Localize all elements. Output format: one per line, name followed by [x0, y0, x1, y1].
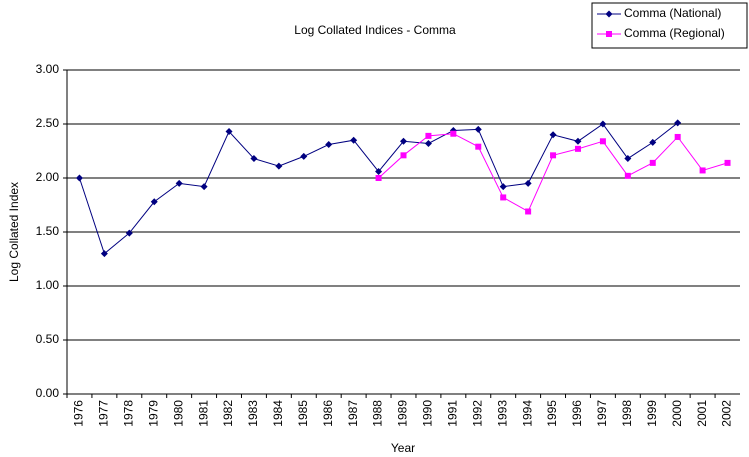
point	[325, 141, 333, 149]
legend-label: Comma (Regional)	[624, 26, 725, 40]
point	[474, 125, 482, 133]
point	[499, 183, 507, 191]
point	[275, 162, 283, 170]
point	[424, 139, 432, 147]
y-tick-label: 2.00	[36, 170, 60, 184]
chart-title: Log Collated Indices - Comma	[294, 23, 456, 37]
y-tick-label: 3.00	[36, 62, 60, 76]
point	[125, 229, 133, 237]
series-line	[78, 122, 678, 255]
legend-box	[591, 2, 748, 49]
legend-label: Comma (National)	[624, 6, 721, 20]
point	[250, 155, 258, 163]
y-axis-label: Log Collated Index	[7, 182, 21, 282]
x-tick-label: 1983	[246, 400, 260, 427]
x-axis-label: Year	[391, 441, 415, 455]
x-tick-label: 1977	[97, 400, 111, 427]
point	[606, 31, 612, 37]
point	[475, 143, 482, 150]
point	[550, 152, 557, 159]
x-tick-label: 1997	[595, 400, 609, 427]
x-tick-label: 1979	[146, 400, 160, 427]
x-tick-label: 1988	[371, 400, 385, 427]
point	[524, 179, 532, 187]
x-tick-label: 2002	[720, 400, 734, 427]
x-tick-label: 1990	[421, 400, 435, 427]
x-tick-label: 1981	[196, 400, 210, 427]
point	[599, 120, 607, 128]
point	[574, 137, 582, 145]
x-tick-label: 2000	[670, 400, 684, 427]
y-tick-label: 2.50	[36, 116, 60, 130]
x-tick-label: 2001	[695, 400, 709, 427]
point	[605, 10, 613, 18]
point	[624, 172, 631, 179]
x-tick-label: 1996	[570, 400, 584, 427]
point	[225, 128, 233, 136]
y-tick-label: 0.50	[36, 332, 60, 346]
point	[450, 130, 457, 137]
x-tick-label: 1985	[296, 400, 310, 427]
series-line	[378, 133, 728, 213]
point	[200, 183, 208, 191]
x-tick-label: 1991	[446, 400, 460, 427]
y-tick-label: 1.00	[36, 278, 60, 292]
point	[649, 138, 657, 146]
x-tick-label: 1978	[121, 400, 135, 427]
point	[599, 138, 606, 145]
point	[574, 145, 581, 152]
x-tick-label: 1994	[520, 400, 534, 427]
point	[425, 132, 432, 139]
point	[525, 208, 532, 215]
point	[699, 167, 706, 174]
x-tick-label: 1987	[346, 400, 360, 427]
point	[75, 174, 83, 182]
point	[674, 133, 681, 140]
x-tick-label: 1986	[321, 400, 335, 427]
point	[624, 155, 632, 163]
x-tick-label: 1992	[470, 400, 484, 427]
x-tick-label: 1976	[72, 400, 86, 427]
point	[150, 198, 158, 206]
x-tick-label: 1989	[396, 400, 410, 427]
point	[100, 250, 108, 258]
x-tick-label: 1980	[171, 400, 185, 427]
x-tick-label: 1999	[645, 400, 659, 427]
point	[375, 168, 383, 176]
point	[500, 194, 507, 201]
point	[649, 159, 656, 166]
point	[375, 175, 382, 181]
x-tick-label: 1995	[545, 400, 559, 427]
x-tick-label: 1993	[495, 400, 509, 427]
x-tick-label: 1998	[620, 400, 634, 427]
x-tick-label: 1982	[221, 400, 235, 427]
point	[724, 159, 731, 166]
point	[400, 137, 407, 145]
x-tick-label: 1984	[271, 400, 285, 427]
point	[175, 179, 183, 187]
point	[549, 131, 557, 139]
point	[350, 136, 358, 144]
y-tick-label: 1.50	[36, 224, 60, 238]
y-tick-label: 0.00	[36, 386, 60, 400]
point	[400, 152, 407, 159]
point	[300, 152, 308, 160]
point	[674, 119, 682, 127]
